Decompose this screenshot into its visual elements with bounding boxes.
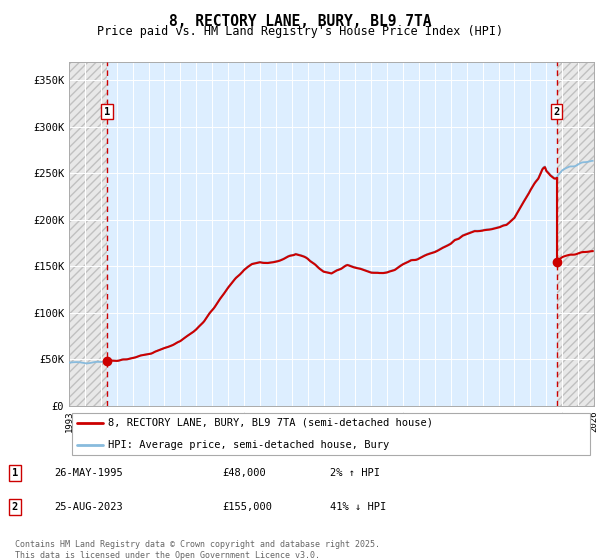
Text: 2% ↑ HPI: 2% ↑ HPI xyxy=(330,468,380,478)
Text: £48,000: £48,000 xyxy=(222,468,266,478)
FancyBboxPatch shape xyxy=(71,413,590,455)
Text: 2: 2 xyxy=(553,106,560,116)
Text: 8, RECTORY LANE, BURY, BL9 7TA (semi-detached house): 8, RECTORY LANE, BURY, BL9 7TA (semi-det… xyxy=(109,418,433,428)
Text: 41% ↓ HPI: 41% ↓ HPI xyxy=(330,502,386,512)
Text: 1: 1 xyxy=(104,106,110,116)
Text: 1: 1 xyxy=(12,468,18,478)
Text: 2: 2 xyxy=(12,502,18,512)
Text: 8, RECTORY LANE, BURY, BL9 7TA: 8, RECTORY LANE, BURY, BL9 7TA xyxy=(169,14,431,29)
Text: Price paid vs. HM Land Registry's House Price Index (HPI): Price paid vs. HM Land Registry's House … xyxy=(97,25,503,38)
Text: 26-MAY-1995: 26-MAY-1995 xyxy=(54,468,123,478)
Text: HPI: Average price, semi-detached house, Bury: HPI: Average price, semi-detached house,… xyxy=(109,440,389,450)
Text: 25-AUG-2023: 25-AUG-2023 xyxy=(54,502,123,512)
Text: Contains HM Land Registry data © Crown copyright and database right 2025.
This d: Contains HM Land Registry data © Crown c… xyxy=(15,540,380,560)
Text: £155,000: £155,000 xyxy=(222,502,272,512)
